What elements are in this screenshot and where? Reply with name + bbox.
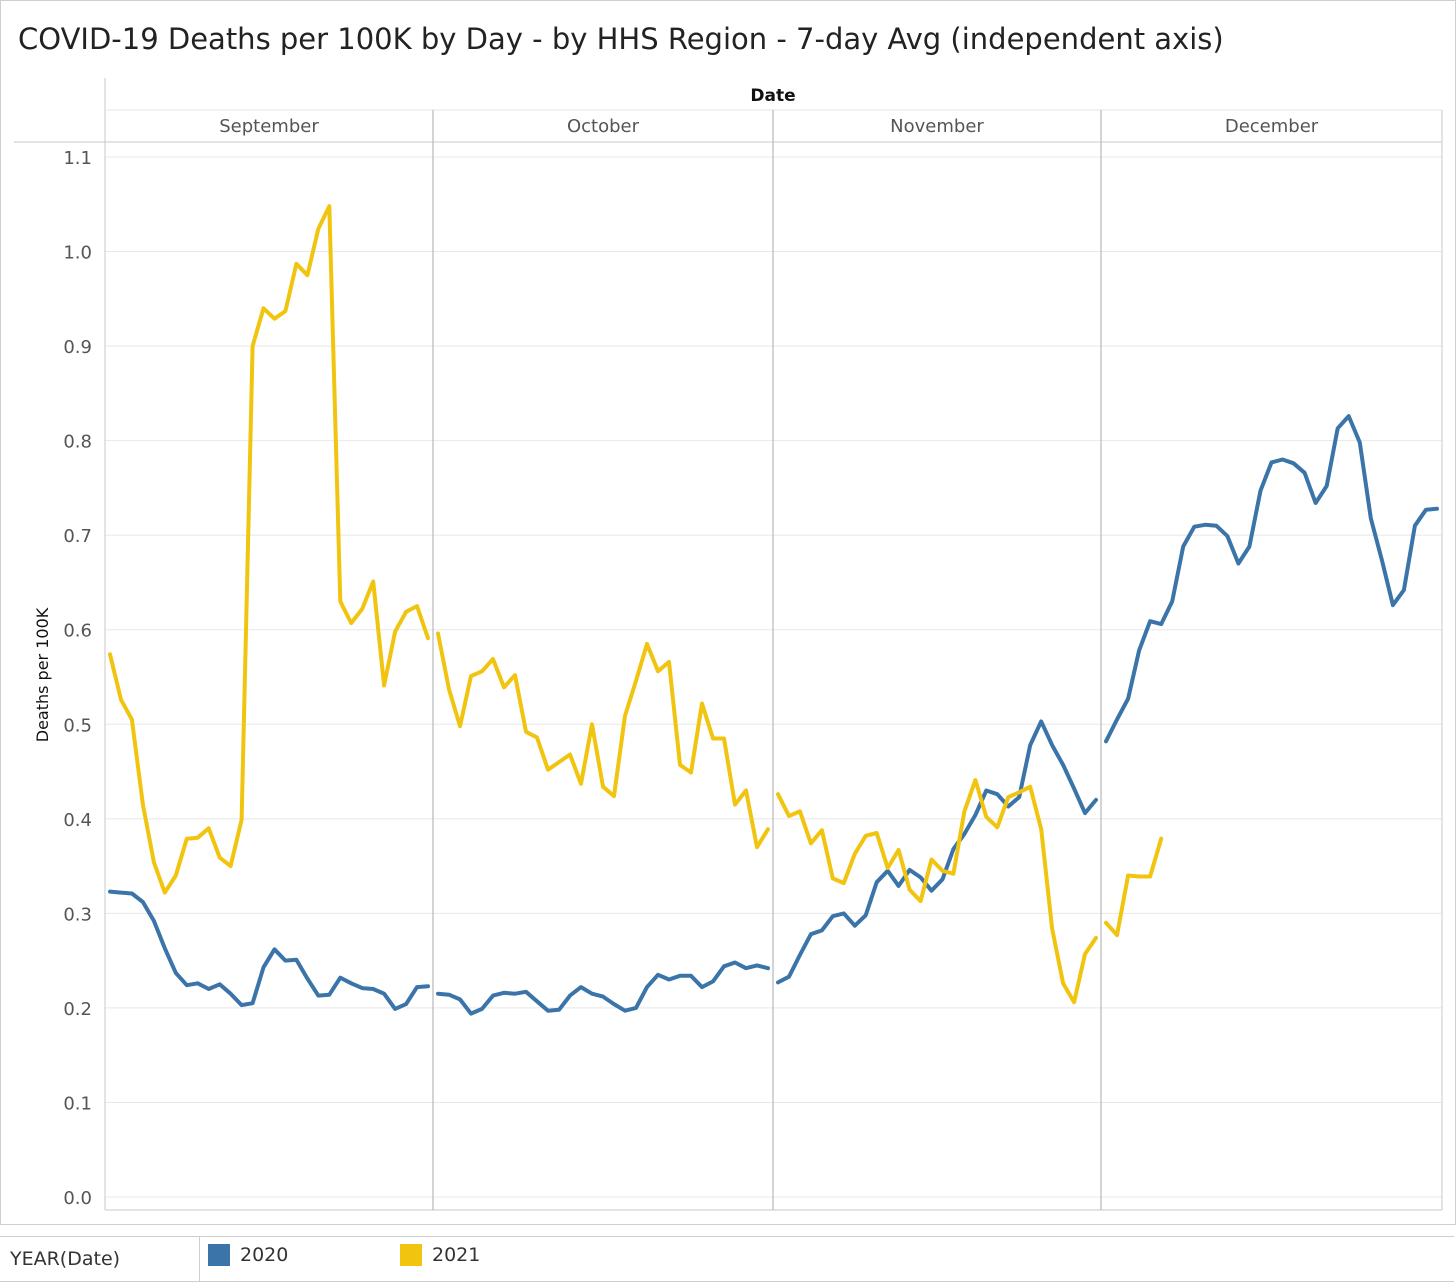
- column-header-date: Date: [750, 86, 795, 106]
- series-line-2021-september[interactable]: [108, 204, 430, 895]
- legend: YEAR(Date) 2020 2021: [0, 1236, 1454, 1282]
- y-tick-label: 1.1: [63, 148, 92, 169]
- series-line-2021-november[interactable]: [776, 778, 1098, 1005]
- y-tick-label: 0.2: [63, 999, 92, 1020]
- panel-header-september: September: [219, 116, 319, 137]
- series-line-2020-september[interactable]: [108, 889, 430, 1011]
- series-line-2020-october[interactable]: [436, 960, 770, 1016]
- series-line-2021-october[interactable]: [436, 631, 770, 850]
- series-layer: [108, 204, 1439, 1016]
- y-tick-label: 0.5: [63, 715, 92, 736]
- y-tick-label: 0.7: [63, 526, 92, 547]
- y-tick-label: 0.3: [63, 904, 92, 925]
- y-axis-layer: Deaths per 100K 0.0 0.1 0.2 0.3 0.4 0.5 0.6 0.7…: [33, 148, 92, 1209]
- legend-label-2021: 2021: [432, 1244, 481, 1266]
- legend-swatch-2020: [208, 1244, 230, 1266]
- y-axis-label: Deaths per 100K: [33, 607, 52, 742]
- chart-title: COVID-19 Deaths per 100K by Day - by HHS…: [18, 22, 1224, 56]
- legend-label-2020: 2020: [240, 1244, 289, 1266]
- y-tick-label: 0.1: [63, 1093, 92, 1114]
- line-chart: Date September October November December De…: [14, 78, 1443, 1211]
- panel-header-november: November: [890, 116, 984, 137]
- legend-field-label: YEAR(Date): [0, 1237, 200, 1281]
- y-tick-label: 0.0: [63, 1188, 92, 1209]
- y-tick-label: 0.6: [63, 621, 92, 642]
- panel-header-october: October: [567, 116, 640, 137]
- panel-header-december: December: [1225, 116, 1319, 137]
- series-line-2020-december[interactable]: [1104, 414, 1439, 744]
- legend-item-2020[interactable]: 2020: [208, 1243, 288, 1267]
- y-tick-label: 0.9: [63, 337, 92, 358]
- series-line-2020-november[interactable]: [776, 719, 1098, 985]
- y-tick-label: 0.4: [63, 810, 92, 831]
- chart-frame: [0, 0, 1456, 1225]
- y-tick-label: 0.8: [63, 432, 92, 453]
- series-line-2021-december[interactable]: [1104, 836, 1164, 938]
- legend-item-2021[interactable]: 2021: [400, 1243, 480, 1267]
- y-tick-label: 1.0: [63, 243, 92, 264]
- legend-swatch-2021: [400, 1244, 422, 1266]
- column-header-layer: Date September October November December: [14, 78, 1443, 1211]
